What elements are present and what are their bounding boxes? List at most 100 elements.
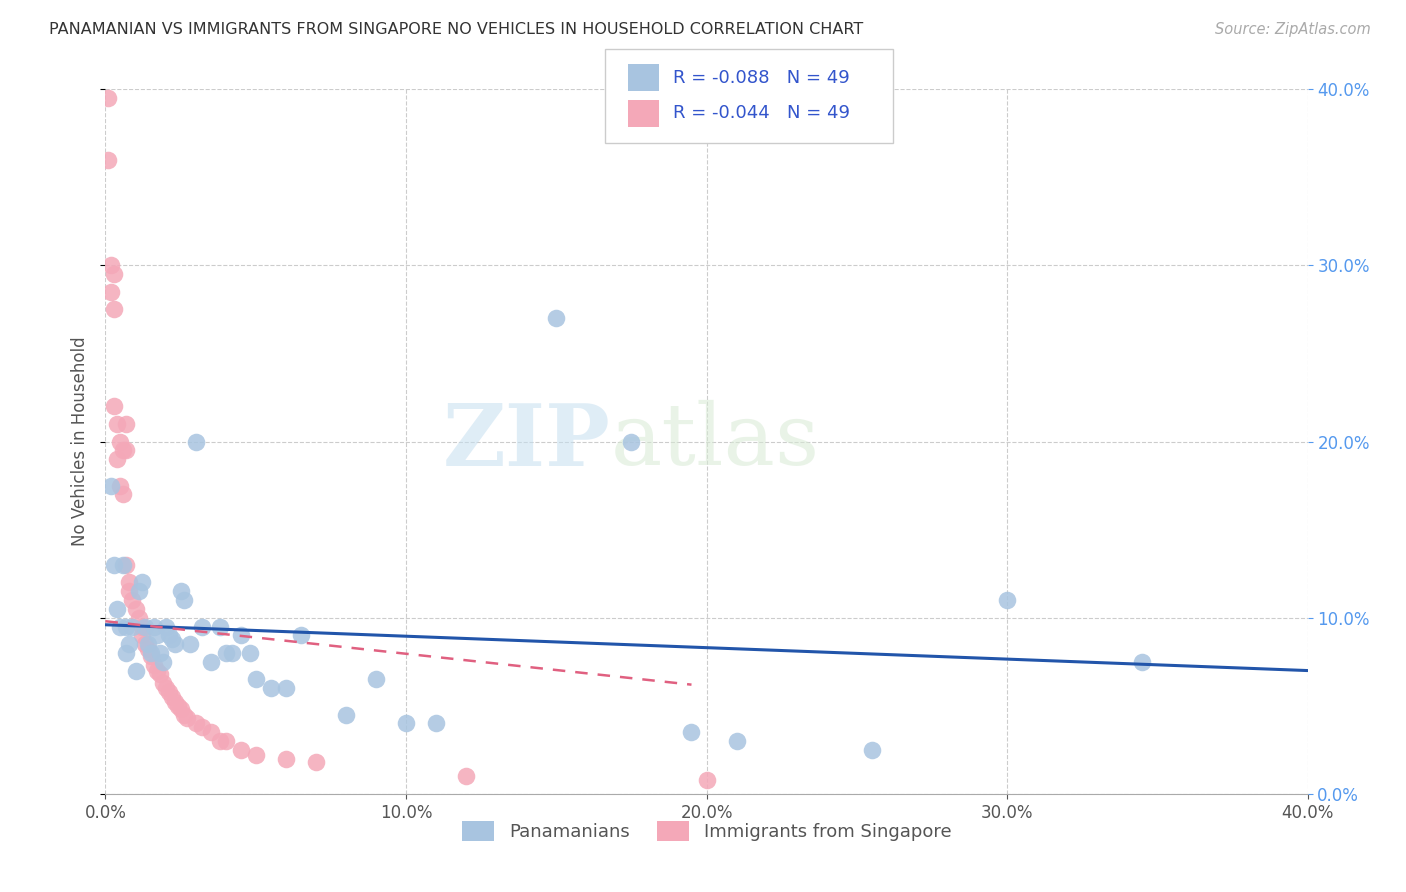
Point — [97, 91, 120, 105]
Point — [274, 681, 297, 696]
Point — [395, 716, 418, 731]
Point — [145, 628, 167, 642]
Point — [214, 646, 236, 660]
Point — [425, 716, 447, 731]
Point — [136, 642, 159, 657]
Point — [290, 628, 312, 642]
Point — [152, 676, 174, 690]
Point — [145, 664, 167, 678]
Point — [115, 619, 138, 633]
Point — [131, 619, 153, 633]
Point — [124, 664, 146, 678]
Point — [620, 434, 643, 449]
Text: Source: ZipAtlas.com: Source: ZipAtlas.com — [1215, 22, 1371, 37]
Point — [118, 575, 141, 590]
Text: atlas: atlas — [610, 400, 820, 483]
Point — [995, 593, 1018, 607]
Point — [169, 584, 191, 599]
Point — [103, 399, 125, 413]
Point — [157, 628, 180, 642]
Point — [169, 702, 191, 716]
Point — [155, 681, 177, 696]
Point — [139, 646, 162, 660]
Point — [163, 695, 186, 709]
Point — [107, 452, 129, 467]
Point — [725, 734, 748, 748]
Point — [157, 684, 180, 698]
Point — [696, 772, 718, 787]
Point — [208, 734, 231, 748]
Point — [115, 417, 138, 431]
Point — [107, 417, 129, 431]
Point — [148, 646, 170, 660]
Point — [160, 632, 183, 646]
Point — [112, 558, 135, 572]
Point — [115, 443, 138, 458]
Y-axis label: No Vehicles in Household: No Vehicles in Household — [72, 336, 90, 547]
Text: ZIP: ZIP — [443, 400, 610, 483]
Point — [131, 575, 153, 590]
Point — [124, 602, 146, 616]
Point — [179, 637, 201, 651]
Point — [103, 267, 125, 281]
Point — [860, 743, 883, 757]
Point — [546, 311, 568, 326]
Point — [260, 681, 283, 696]
Point — [118, 637, 141, 651]
Point — [115, 558, 138, 572]
Point — [103, 558, 125, 572]
Point — [176, 711, 198, 725]
Point — [166, 698, 188, 713]
Point — [128, 584, 150, 599]
Point — [160, 690, 183, 704]
Point — [128, 610, 150, 624]
Point — [97, 153, 120, 167]
Point — [173, 707, 195, 722]
Point — [121, 619, 143, 633]
Point — [110, 434, 132, 449]
Point — [221, 646, 243, 660]
Point — [103, 302, 125, 317]
Point — [190, 619, 212, 633]
Text: R = -0.088   N = 49: R = -0.088 N = 49 — [673, 69, 851, 87]
Point — [190, 720, 212, 734]
Point — [245, 673, 267, 687]
Text: PANAMANIAN VS IMMIGRANTS FROM SINGAPORE NO VEHICLES IN HOUSEHOLD CORRELATION CHA: PANAMANIAN VS IMMIGRANTS FROM SINGAPORE … — [49, 22, 863, 37]
Point — [456, 769, 478, 783]
Point — [100, 478, 122, 492]
Point — [1130, 655, 1153, 669]
Legend: Panamanians, Immigrants from Singapore: Panamanians, Immigrants from Singapore — [454, 814, 959, 848]
Point — [200, 655, 222, 669]
Point — [200, 725, 222, 739]
Point — [229, 743, 252, 757]
Point — [131, 628, 153, 642]
Point — [136, 637, 159, 651]
Point — [245, 748, 267, 763]
Point — [121, 593, 143, 607]
Point — [110, 478, 132, 492]
Point — [142, 658, 165, 673]
Point — [184, 716, 207, 731]
Point — [142, 619, 165, 633]
Point — [100, 285, 122, 299]
Point — [107, 602, 129, 616]
Point — [681, 725, 703, 739]
Point — [364, 673, 387, 687]
Point — [112, 487, 135, 501]
Point — [134, 619, 156, 633]
Point — [118, 584, 141, 599]
Point — [305, 755, 328, 769]
Point — [110, 619, 132, 633]
Point — [173, 593, 195, 607]
Point — [163, 637, 186, 651]
Point — [134, 637, 156, 651]
Point — [152, 655, 174, 669]
Point — [214, 734, 236, 748]
Point — [100, 258, 122, 272]
Point — [139, 649, 162, 664]
Point — [239, 646, 262, 660]
Point — [148, 667, 170, 681]
Point — [184, 434, 207, 449]
Point — [335, 707, 357, 722]
Point — [274, 751, 297, 765]
